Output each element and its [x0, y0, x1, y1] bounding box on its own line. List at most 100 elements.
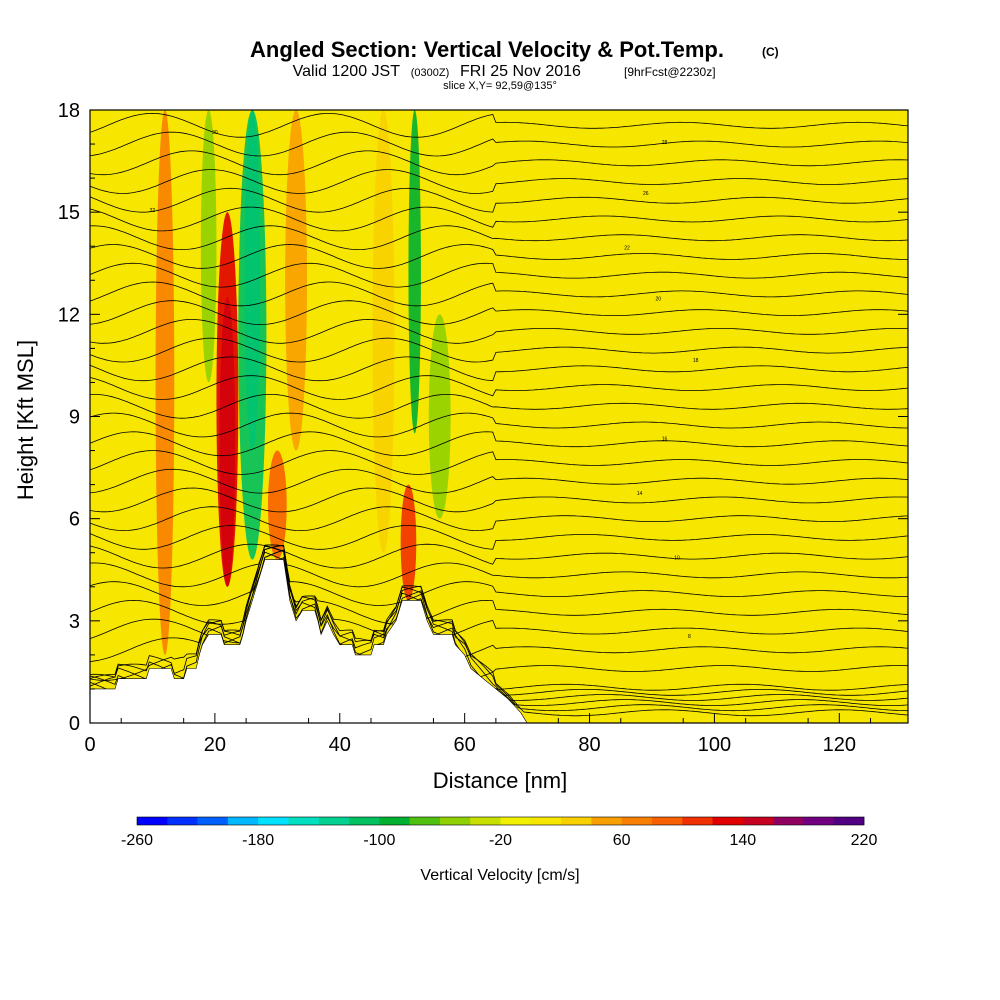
- x-tick-label: 80: [578, 734, 600, 756]
- colorbar-bin: [137, 817, 168, 825]
- colorbar-bin: [167, 817, 198, 825]
- theta-contour-13: [90, 525, 908, 550]
- x-axis-label: Distance [nm]: [433, 768, 568, 793]
- y-tick-label: 15: [58, 202, 80, 224]
- theta-contour-20: [90, 394, 908, 419]
- terrain-mask: [89, 559, 528, 724]
- chart-title-units: (C): [762, 45, 779, 59]
- y-tick-label: 3: [69, 611, 80, 633]
- contour-label: 14: [637, 491, 643, 497]
- theta-contour-18: [90, 431, 908, 457]
- theta-contour-6: [90, 566, 908, 681]
- valid-fcst: [9hrFcst@2230z]: [624, 65, 716, 79]
- contour-label: 8: [688, 634, 691, 640]
- colorbar-bin: [197, 817, 229, 825]
- colorbar-tick-label: -260: [121, 832, 153, 849]
- theta-contour-26: [90, 281, 908, 307]
- colorbar-bin: [288, 817, 320, 825]
- colorbar-tick-label: 220: [851, 832, 878, 849]
- x-tick-label: 60: [454, 734, 476, 756]
- colorbar-tick-labels: -260 -180 -100 -20 60 140 220: [121, 832, 877, 849]
- theta-contour-35: [90, 112, 908, 138]
- colorbar-bin: [439, 817, 471, 825]
- theta-contour-17: [90, 450, 908, 475]
- theta-contour-5: [90, 559, 908, 698]
- y-tick-label: 0: [69, 713, 80, 735]
- theta-contour-25: [90, 300, 908, 325]
- velocity-feature-6: [267, 450, 287, 560]
- y-tick-label: 12: [58, 304, 80, 326]
- contour-label: 16: [662, 436, 668, 442]
- colorbar-bin: [379, 817, 410, 825]
- valid-utc: (0300Z): [411, 67, 450, 79]
- theta-contour-8: [90, 557, 908, 644]
- colorbar-bin: [621, 817, 653, 825]
- colorbar-bin: [803, 817, 835, 825]
- colorbar-bin: [591, 817, 622, 825]
- theta-contour-12: [90, 543, 908, 569]
- colorbar-bin: [530, 817, 562, 825]
- colorbar: [136, 816, 865, 826]
- colorbar-bin: [227, 817, 259, 825]
- theta-contour-19: [90, 412, 908, 438]
- theta-contour-30: [90, 206, 908, 232]
- theta-contour-32: [90, 169, 908, 194]
- y-tick-label: 9: [69, 407, 80, 429]
- vertical-velocity-field: [155, 110, 451, 655]
- velocity-feature-10: [372, 110, 395, 553]
- velocity-feature-9: [285, 110, 307, 451]
- potential-temperature-contours: 8 10 14 16 18 20 22 26 28 30 32: [90, 112, 908, 717]
- theta-contour-33: [90, 150, 908, 176]
- contour-label: 10: [674, 556, 680, 562]
- theta-contour-31: [90, 187, 908, 213]
- velocity-feature-11: [428, 314, 451, 519]
- theta-contour-24: [90, 318, 908, 344]
- colorbar-label: Vertical Velocity [cm/s]: [420, 867, 579, 884]
- contour-label: 22: [624, 246, 630, 252]
- contour-label: 26: [643, 191, 649, 197]
- colorbar-bin: [773, 817, 804, 825]
- contour-label: 30: [212, 130, 218, 136]
- colorbar-tick-label: 60: [613, 832, 631, 849]
- x-tick-label: 100: [698, 734, 731, 756]
- theta-contour-11: [90, 544, 908, 588]
- contour-label: 28: [662, 140, 668, 146]
- x-axis: 0 20 40 60 80 100 120: [84, 713, 872, 756]
- contour-label: 18: [693, 358, 699, 364]
- velocity-feature-5: [400, 484, 417, 601]
- theta-contour-34: [90, 131, 908, 157]
- theta-contour-9: [90, 549, 908, 625]
- velocity-feature-7: [200, 110, 217, 383]
- colorbar-bin: [318, 817, 350, 825]
- colorbar-tick-label: -180: [242, 832, 274, 849]
- y-tick-label: 18: [58, 100, 80, 122]
- colorbar-bin: [349, 817, 380, 825]
- x-tick-label: 0: [84, 734, 95, 756]
- colorbar-bin: [712, 817, 744, 825]
- colorbar-bin: [561, 817, 592, 825]
- colorbar-frame: [136, 816, 865, 826]
- y-axis: 0 3 6 9 12 15 18: [58, 100, 908, 735]
- theta-contour-28: [90, 244, 908, 269]
- theta-contour-29: [90, 225, 908, 250]
- x-tick-label: 120: [823, 734, 856, 756]
- x-tick-label: 40: [329, 734, 351, 756]
- colorbar-tick-label: -100: [363, 832, 395, 849]
- colorbar-tick-label: 140: [729, 832, 756, 849]
- colorbar-tick-label: -20: [489, 832, 512, 849]
- valid-prefix: Valid 1200 JST: [293, 63, 401, 80]
- velocity-feature-4: [408, 110, 421, 434]
- colorbar-bin: [682, 817, 713, 825]
- theta-contour-15: [90, 487, 908, 513]
- colorbar-bin: [651, 817, 683, 825]
- colorbar-bin: [833, 817, 865, 825]
- y-axis-label: Height [Kft MSL]: [13, 340, 38, 500]
- y-tick-label: 6: [69, 509, 80, 531]
- colorbar-bin: [500, 817, 532, 825]
- slice-info: slice X,Y= 92,59@135°: [443, 80, 557, 92]
- colorbar-bin: [409, 817, 441, 825]
- x-tick-label: 20: [204, 734, 226, 756]
- colorbar-bin: [470, 817, 501, 825]
- contour-label: 32: [150, 208, 156, 214]
